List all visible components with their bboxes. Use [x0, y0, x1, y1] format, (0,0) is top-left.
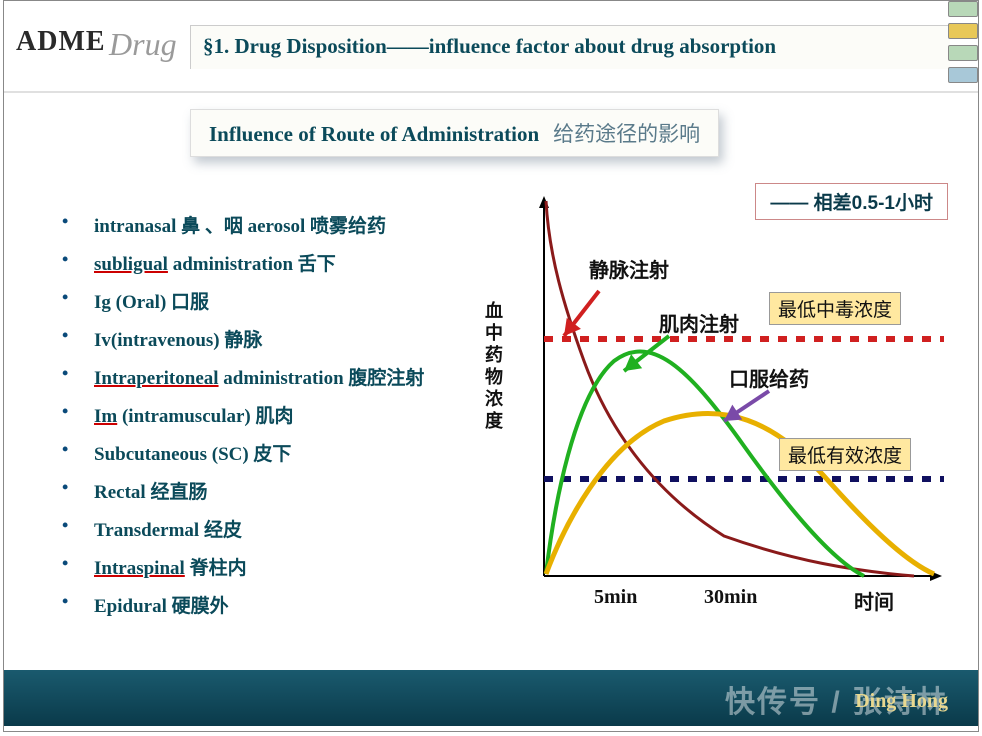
- divider: [4, 91, 978, 93]
- curve-label: 口服给药: [729, 363, 809, 392]
- decor-button: [948, 1, 978, 17]
- bullet-item: Subcutaneous (SC) 皮下: [54, 439, 494, 466]
- decor-buttons: [948, 1, 978, 89]
- bullet-item: Transdermal 经皮: [54, 515, 494, 542]
- subtitle-box: Influence of Route of Administration 给药途…: [190, 109, 719, 157]
- chart-svg: [494, 196, 964, 596]
- subtitle-en: Influence of Route of Administration: [209, 122, 539, 146]
- title-bar: §1. Drug Disposition——influence factor a…: [190, 25, 950, 69]
- curve-label: 静脉注射: [589, 254, 669, 283]
- decor-button: [948, 23, 978, 39]
- decor-button: [948, 45, 978, 61]
- subtitle-cn: 给药途径的影响: [553, 123, 700, 146]
- logo-adme: ADME: [16, 26, 106, 58]
- curve-label: 肌肉注射: [659, 308, 739, 337]
- footer-name: Ding Hong: [855, 690, 948, 713]
- bullet-item: subligual administration 舌下: [54, 249, 494, 276]
- bullet-item: Intraperitoneal administration 腹腔注射: [54, 363, 494, 390]
- title-text: §1. Drug Disposition——influence factor a…: [203, 34, 776, 58]
- logo-drug: Drug: [109, 26, 177, 63]
- x-tick-label: 5min: [594, 586, 637, 609]
- bullet-item: Rectal 经直肠: [54, 477, 494, 504]
- threshold-label: 最低中毒浓度: [769, 292, 901, 325]
- concentration-chart: [494, 196, 964, 616]
- x-tick-label: 30min: [704, 586, 757, 609]
- header: ADME Drug §1. Drug Disposition——influenc…: [4, 1, 978, 91]
- slide: ADME Drug §1. Drug Disposition——influenc…: [3, 0, 979, 732]
- threshold-label: 最低有效浓度: [779, 438, 911, 471]
- x-tick-label: 时间: [854, 586, 894, 615]
- bullet-item: intranasal 鼻 、咽 aerosol 喷雾给药: [54, 211, 494, 238]
- decor-button: [948, 67, 978, 83]
- bullet-list: intranasal 鼻 、咽 aerosol 喷雾给药 subligual ad…: [54, 211, 494, 629]
- bullet-item: Epidural 硬膜外: [54, 591, 494, 618]
- bullet-item: Ig (Oral) 口服: [54, 287, 494, 314]
- bullet-item: Iv(intravenous) 静脉: [54, 325, 494, 352]
- bullet-item: Intraspinal 脊柱内: [54, 553, 494, 580]
- bullet-item: Im (intramuscular) 肌肉: [54, 401, 494, 428]
